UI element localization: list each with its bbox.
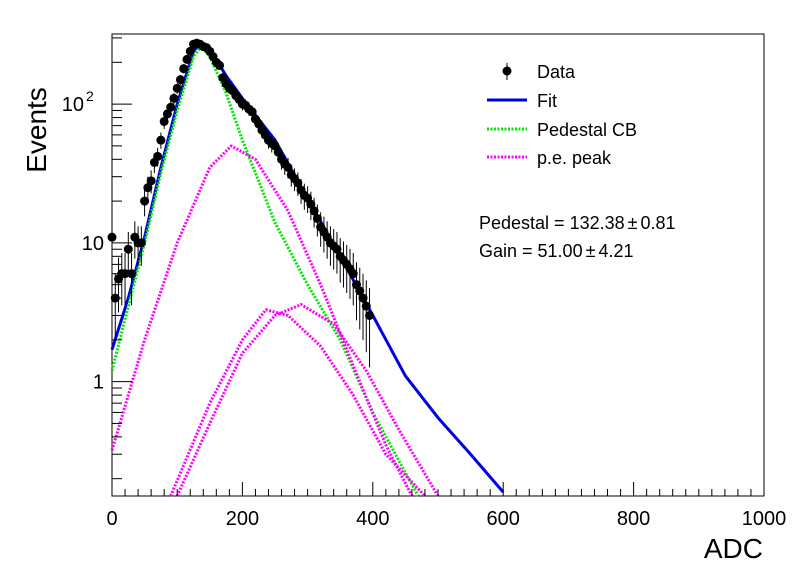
legend-label-pedestal: Pedestal CB — [537, 120, 637, 140]
data-point — [185, 46, 195, 56]
legend: Data Fit Pedestal CB p.e. peak — [487, 62, 637, 168]
y-axis-title: Events — [21, 87, 52, 173]
data-point — [166, 102, 176, 112]
x-axis-ticks: 0 200 400 600 800 1000 — [106, 482, 786, 530]
data-point — [309, 206, 319, 216]
data-point — [123, 244, 133, 254]
legend-label-pe-peak: p.e. peak — [537, 148, 612, 168]
data-point — [273, 147, 283, 157]
annotation-pedestal: Pedestal = 132.38 ±0.81 — [479, 213, 676, 233]
y-tick-label: 1 — [93, 372, 104, 394]
x-tick-label: 800 — [617, 508, 650, 530]
data-point — [306, 199, 316, 209]
data-point — [332, 244, 342, 254]
series-curve — [175, 303, 440, 497]
data-point — [283, 162, 293, 172]
data-point — [172, 83, 182, 93]
y-tick-label-exponent: 2 — [86, 88, 94, 104]
y-tick-label: 10 — [82, 233, 104, 255]
x-tick-label: 1000 — [742, 508, 787, 530]
data-point — [153, 151, 163, 161]
legend-label-data: Data — [537, 62, 576, 82]
data-point — [215, 60, 225, 70]
data-point — [120, 269, 130, 279]
x-tick-label: 400 — [356, 508, 389, 530]
data-point — [159, 116, 169, 126]
series-curve — [110, 144, 414, 497]
data-point — [182, 54, 192, 64]
data-point — [365, 310, 375, 320]
plot-frame — [111, 33, 765, 497]
data-point — [312, 213, 322, 223]
data-point — [146, 176, 156, 186]
series-curve — [169, 308, 427, 498]
data-point — [355, 286, 365, 296]
legend-item-fit: Fit — [487, 91, 557, 111]
data-point — [140, 196, 150, 206]
data-point — [348, 269, 358, 279]
data-point — [175, 75, 185, 85]
data-point — [143, 183, 153, 193]
x-axis-title: ADC — [704, 533, 763, 564]
x-tick-label: 0 — [106, 508, 117, 530]
x-tick-label: 600 — [487, 508, 520, 530]
data-point — [156, 135, 166, 145]
data-point — [127, 269, 137, 279]
data-point — [162, 109, 172, 119]
data-point — [293, 178, 303, 188]
legend-item-pe-peak: p.e. peak — [487, 148, 612, 168]
data-point — [361, 301, 371, 311]
legend-item-pedestal: Pedestal CB — [487, 120, 637, 140]
data-point — [136, 238, 146, 248]
legend-item-data: Data — [502, 62, 576, 82]
legend-label-fit: Fit — [537, 91, 557, 111]
data-point — [169, 93, 179, 103]
data-point — [247, 107, 257, 117]
x-tick-label: 200 — [226, 508, 259, 530]
annotation-gain: Gain = 51.00 ±4.21 — [479, 241, 634, 261]
data-point — [107, 232, 117, 242]
data-point — [358, 293, 368, 303]
data-point — [179, 64, 189, 74]
y-tick-label: 10 — [62, 94, 84, 116]
data-points — [107, 38, 375, 368]
legend-data-marker — [502, 66, 512, 76]
